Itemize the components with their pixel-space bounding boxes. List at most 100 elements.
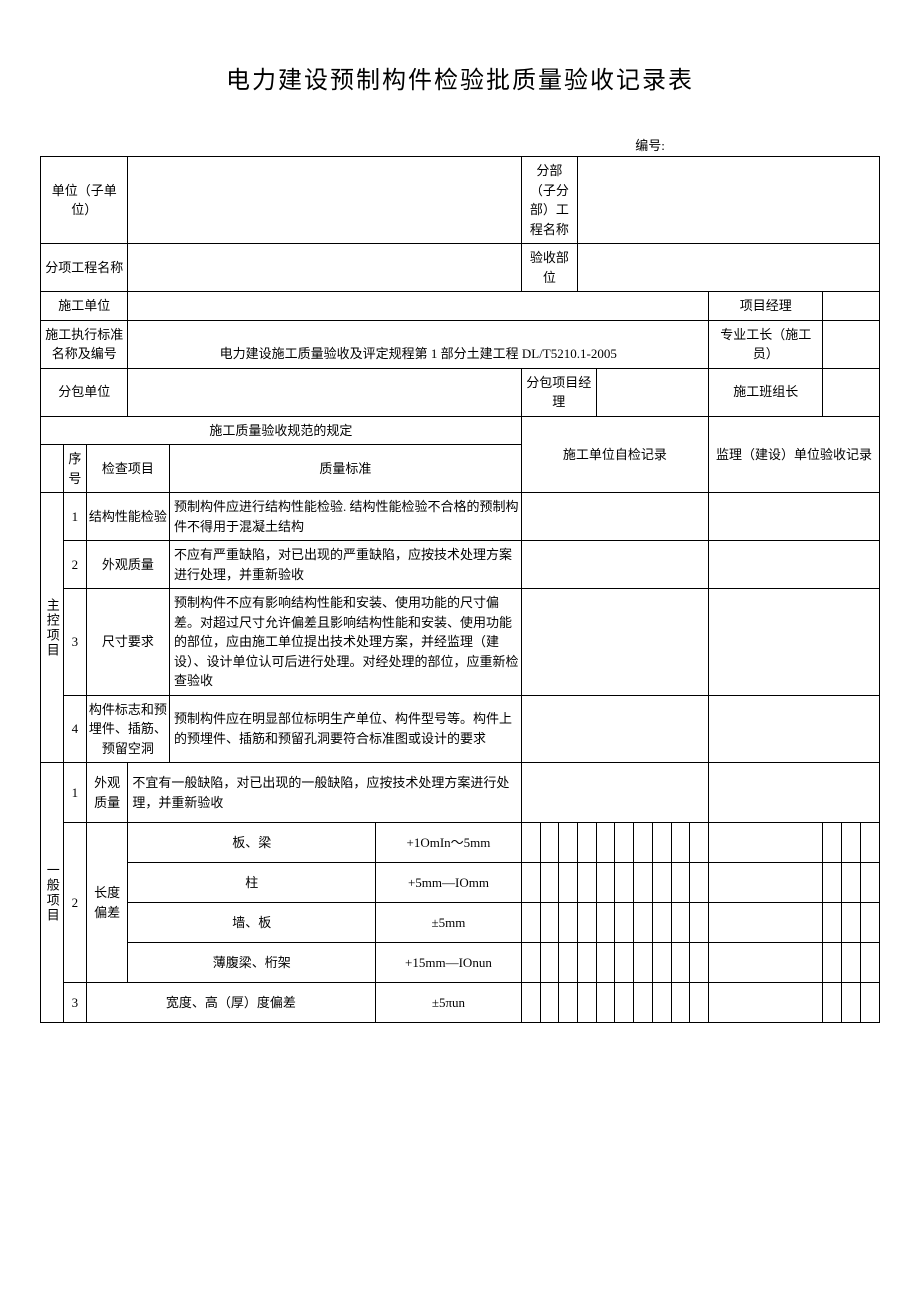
main-seq-3: 3 [63, 589, 86, 696]
gen2-tol-2: ±5mm [376, 903, 522, 943]
spec-header: 施工质量验收规范的规定 [41, 416, 522, 445]
cell [690, 823, 709, 863]
pro-foreman-label: 专业工长（施工员） [709, 320, 823, 368]
cell [842, 863, 861, 903]
gen3-tol: ±5πun [376, 983, 522, 1023]
item-project-label: 分项工程名称 [41, 244, 128, 292]
cell [634, 983, 653, 1023]
cell [540, 983, 559, 1023]
pro-foreman-value [823, 320, 880, 368]
subcontract-unit-value [128, 368, 521, 416]
cell [577, 823, 596, 863]
acceptance-part-value [577, 244, 879, 292]
gen2-part-3: 薄腹梁、桁架 [128, 943, 376, 983]
quality-std-header: 质量标准 [170, 445, 522, 493]
subcontract-pm-value [596, 368, 708, 416]
gen2-part-0: 板、梁 [128, 823, 376, 863]
cell [860, 943, 879, 983]
cell [559, 943, 578, 983]
gen2-sup-3 [709, 943, 823, 983]
gen3-sup [709, 983, 823, 1023]
main-self-1 [521, 493, 708, 541]
seq-header: 序号 [63, 445, 86, 493]
cell [634, 823, 653, 863]
gen2-tol-0: +1OmIn～5mm [376, 823, 522, 863]
gen2-sup-1 [709, 863, 823, 903]
gen-name-1: 外观质量 [86, 763, 128, 823]
cell [842, 983, 861, 1023]
gen-name-2: 长度偏差 [86, 823, 128, 983]
gen-std-1: 不宜有一般缺陷，对已出现的一般缺陷，应按技术处理方案进行处理，并重新验收 [128, 763, 521, 823]
cell [615, 943, 634, 983]
cell [823, 903, 842, 943]
cell [540, 943, 559, 983]
cell [577, 903, 596, 943]
team-leader-label: 施工班组长 [709, 368, 823, 416]
cell [860, 863, 879, 903]
cell [596, 863, 615, 903]
sub-project-value [577, 157, 879, 244]
construction-unit-label: 施工单位 [41, 292, 128, 321]
main-self-3 [521, 589, 708, 696]
cell [559, 863, 578, 903]
cell [540, 903, 559, 943]
item-project-value [128, 244, 521, 292]
gen2-tol-3: +15mm—IOnun [376, 943, 522, 983]
cell [596, 983, 615, 1023]
main-sup-2 [709, 541, 880, 589]
cell [559, 823, 578, 863]
cell [521, 863, 540, 903]
inspection-table: 单位（子单位） 分部（子分部）工程名称 分项工程名称 验收部位 施工单位 项目经… [40, 156, 880, 1023]
cell [671, 943, 690, 983]
cell [652, 863, 671, 903]
cell [596, 903, 615, 943]
blank-corner [41, 445, 64, 493]
gen2-tol-1: +5mm—IOmm [376, 863, 522, 903]
main-name-2: 外观质量 [86, 541, 169, 589]
cell [559, 903, 578, 943]
cell [577, 983, 596, 1023]
construction-unit-value [128, 292, 709, 321]
gen-seq-1: 1 [63, 763, 86, 823]
acceptance-part-label: 验收部位 [521, 244, 577, 292]
cell [540, 863, 559, 903]
main-seq-2: 2 [63, 541, 86, 589]
cell [690, 943, 709, 983]
cell [860, 823, 879, 863]
cell [842, 903, 861, 943]
cell [652, 903, 671, 943]
check-item-header: 检查项目 [86, 445, 169, 493]
main-name-3: 尺寸要求 [86, 589, 169, 696]
doc-number-label: 编号: [40, 135, 880, 154]
gen2-part-1: 柱 [128, 863, 376, 903]
team-leader-value [823, 368, 880, 416]
gen2-sup-2 [709, 903, 823, 943]
cell [823, 983, 842, 1023]
subcontract-unit-label: 分包单位 [41, 368, 128, 416]
cell [615, 823, 634, 863]
cell [671, 863, 690, 903]
cell [615, 863, 634, 903]
main-std-1: 预制构件应进行结构性能检验. 结构性能检验不合格的预制构件不得用于混凝土结构 [170, 493, 522, 541]
main-sup-1 [709, 493, 880, 541]
cell [596, 823, 615, 863]
cell [521, 823, 540, 863]
cell [860, 983, 879, 1023]
gen-name-3: 宽度、高（厚）度偏差 [86, 983, 375, 1023]
general-section: 一般项目 [41, 763, 64, 1023]
cell [521, 983, 540, 1023]
project-manager-value [823, 292, 880, 321]
subcontract-pm-label: 分包项目经理 [521, 368, 596, 416]
cell [615, 983, 634, 1023]
main-seq-1: 1 [63, 493, 86, 541]
cell [634, 943, 653, 983]
cell [842, 943, 861, 983]
supervisor-header: 监理（建设）单位验收记录 [709, 416, 880, 493]
unit-value [128, 157, 521, 244]
gen-sup-1 [709, 763, 880, 823]
cell [577, 943, 596, 983]
cell [690, 903, 709, 943]
cell [860, 903, 879, 943]
cell [823, 863, 842, 903]
cell [521, 943, 540, 983]
